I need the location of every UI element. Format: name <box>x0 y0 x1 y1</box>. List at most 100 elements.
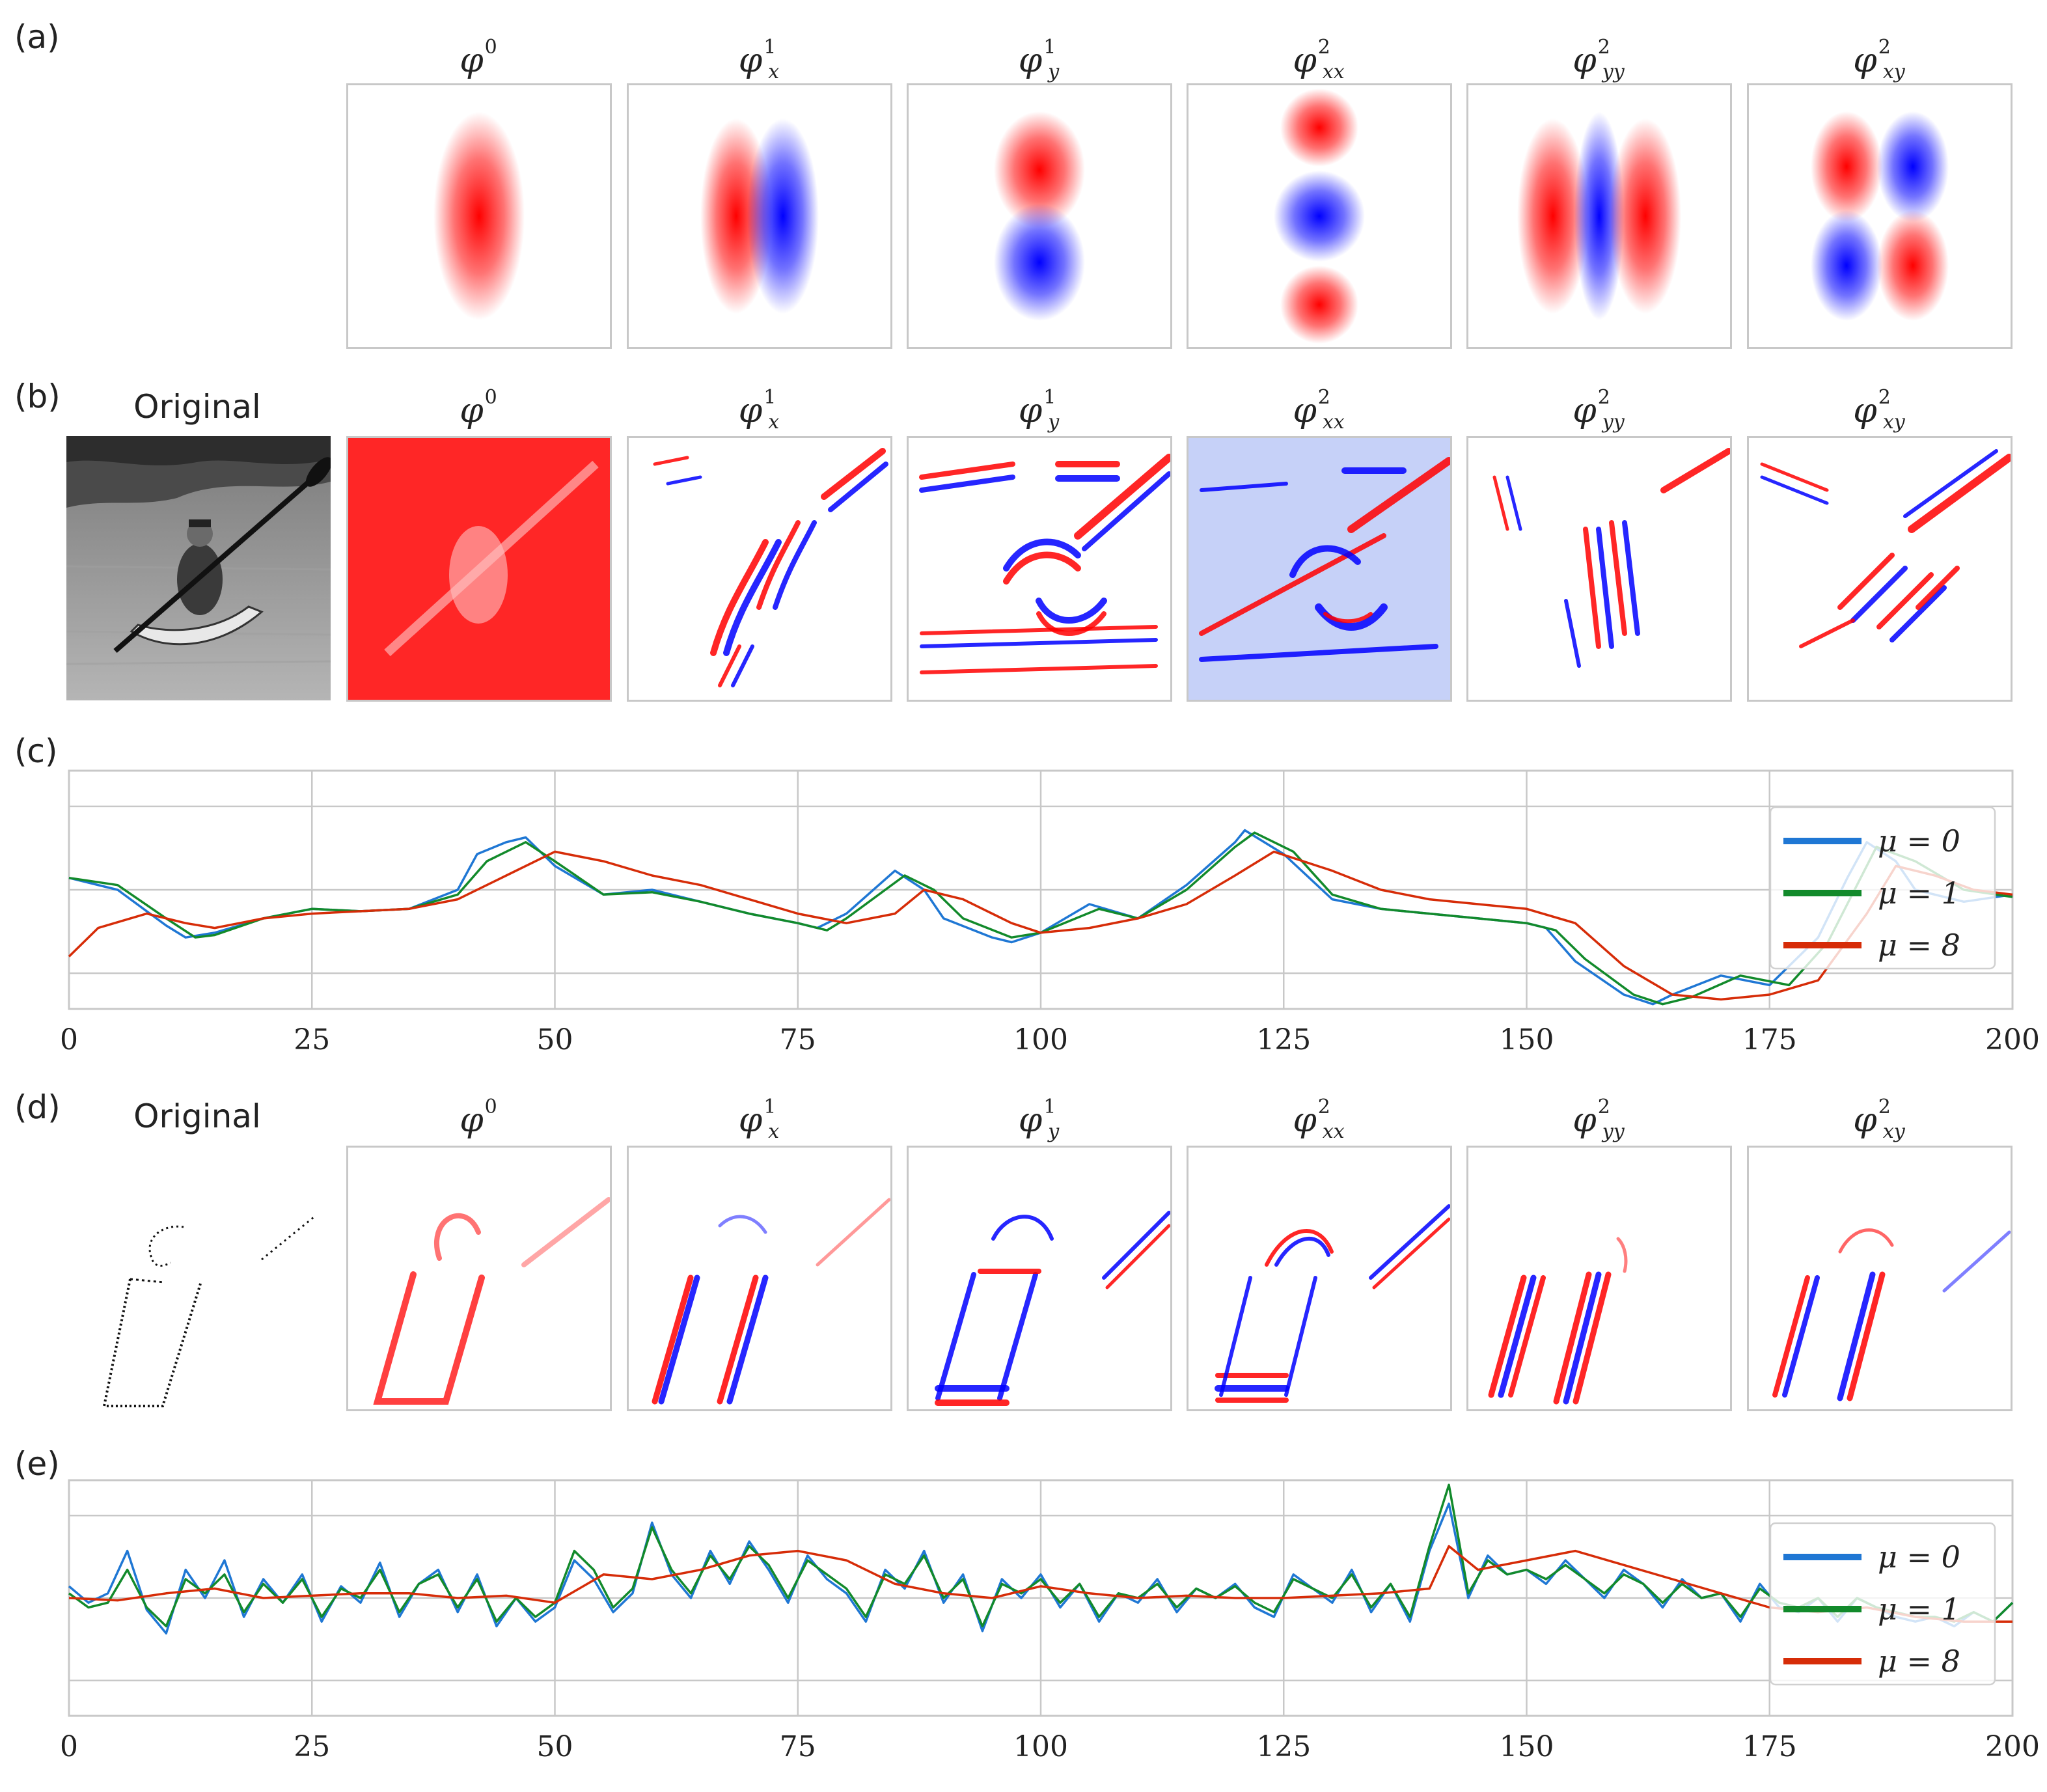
chart-c-legend-box <box>1769 806 1996 970</box>
tile-b-phixy <box>1747 436 2013 702</box>
title-sub: x <box>768 61 780 83</box>
title-base: φ <box>1018 41 1043 80</box>
title-sub: x <box>768 1120 780 1143</box>
title-sub: yy <box>1602 411 1625 434</box>
title-sub: x <box>768 411 780 434</box>
column-title-phixy-d: φ2xy <box>1747 1097 2011 1142</box>
title-sup: 0 <box>484 36 497 59</box>
column-title-phixy-a: φ2xy <box>1747 38 2011 82</box>
tile-b-phixx <box>1187 436 1452 702</box>
tile-a-phixx <box>1187 83 1452 349</box>
column-title-phiyy-a: φ2yy <box>1466 38 1731 82</box>
column-title-phix-a: φ1x <box>627 38 891 82</box>
tile-b-phi0 <box>346 436 612 702</box>
tile-b-phiyy <box>1466 436 1732 702</box>
chart-e-x-tick-label: 200 <box>1985 1730 2040 1763</box>
title-sub: y <box>1048 411 1060 434</box>
title-sup: 2 <box>1317 1096 1330 1118</box>
title-sup: 2 <box>1878 36 1891 59</box>
title-base: φ <box>1573 41 1597 80</box>
title-sub: y <box>1048 61 1060 83</box>
chart-e-x-tick-label: 175 <box>1742 1730 1797 1763</box>
tile-d-phiyy <box>1466 1146 1732 1411</box>
title-sup: 1 <box>763 36 776 59</box>
chart-c-x-tick-label: 150 <box>1500 1023 1554 1056</box>
panel-label-b: (b) <box>14 378 61 415</box>
title-sub: yy <box>1602 61 1625 83</box>
title-base: φ <box>738 391 763 430</box>
tile-a-phiyy <box>1466 83 1732 349</box>
tile-d-phixx <box>1187 1146 1452 1411</box>
title-base: φ <box>1853 41 1877 80</box>
chart-e-x-tick-label: 50 <box>537 1730 573 1763</box>
column-title-phix-d: φ1x <box>627 1097 891 1142</box>
title-base: φ <box>460 1101 484 1140</box>
column-title-phiy-a: φ1y <box>907 38 1171 82</box>
chart-e-x-tick-label: 125 <box>1256 1730 1311 1763</box>
title-sup: 2 <box>1317 386 1330 409</box>
title-sup: 0 <box>484 1096 497 1118</box>
title-base: φ <box>1018 391 1043 430</box>
title-sub: xx <box>1322 1120 1345 1143</box>
column-title-phi0-d: φ0 <box>346 1096 611 1140</box>
chart-e-legend-label-2: μ = 8 <box>1878 1644 1960 1679</box>
title-sup: 2 <box>1597 386 1610 409</box>
chart-c-series-0 <box>68 829 2013 1006</box>
title-sup: 2 <box>1597 1096 1610 1118</box>
chart-c-x-tick-label: 0 <box>60 1023 78 1056</box>
title-sup: 0 <box>484 386 497 409</box>
panel-label-a: (a) <box>14 18 60 56</box>
title-sup: 2 <box>1878 1096 1891 1118</box>
title-sub: xx <box>1322 411 1345 434</box>
chart-c-series-2 <box>68 850 2013 1001</box>
original-image-kayak <box>66 436 333 700</box>
title-sub: xx <box>1322 61 1345 83</box>
column-title-phiy-b: φ1y <box>907 388 1171 432</box>
title-sup: 1 <box>1043 1096 1056 1118</box>
chart-c: 0 25 50 75 100 125 150 175 200 μ = 0 μ = 1 μ = 8 <box>0 762 2047 1090</box>
tile-b-phix <box>627 436 892 702</box>
chart-e-legend-label-0: μ = 0 <box>1878 1539 1960 1575</box>
title-sup: 1 <box>1043 386 1056 409</box>
title-sup: 2 <box>1878 386 1891 409</box>
chart-c-legend-label-1: μ = 1 <box>1878 875 1960 911</box>
chart-e-x-tick-label: 150 <box>1500 1730 1554 1763</box>
tile-d-phixy <box>1747 1146 2013 1411</box>
chart-c-x-tick-label: 175 <box>1742 1023 1797 1056</box>
title-sup: 1 <box>1043 36 1056 59</box>
tile-a-phi0 <box>346 83 612 349</box>
title-base: φ <box>738 41 763 80</box>
chart-c-legend-label-2: μ = 8 <box>1878 928 1960 963</box>
column-title-phix-b: φ1x <box>627 388 891 432</box>
title-sup: 1 <box>763 386 776 409</box>
tile-a-phix <box>627 83 892 349</box>
tile-d-phi0 <box>346 1146 612 1411</box>
column-title-phixx-a: φ2xx <box>1187 38 1451 82</box>
column-title-phiyy-b: φ2yy <box>1466 388 1731 432</box>
title-base: φ <box>1293 391 1317 430</box>
title-sup: 2 <box>1317 36 1330 59</box>
title-sub: y <box>1048 1120 1060 1143</box>
chart-c-x-tick-label: 125 <box>1256 1023 1311 1056</box>
title-sub: xy <box>1882 411 1905 434</box>
title-base: φ <box>1293 1101 1317 1140</box>
chart-e-legend-box <box>1769 1522 1996 1686</box>
tile-d-phix <box>627 1146 892 1411</box>
chart-c-legend-label-0: μ = 0 <box>1878 823 1960 859</box>
title-base: φ <box>460 41 484 80</box>
title-base: φ <box>460 391 484 430</box>
chart-c-x-tick-label: 75 <box>780 1023 816 1056</box>
column-title-phi0-a: φ0 <box>346 36 611 80</box>
panel-label-d: (d) <box>14 1088 61 1126</box>
chart-e-x-tick-label: 100 <box>1013 1730 1068 1763</box>
title-sup: 2 <box>1597 36 1610 59</box>
chart-e-x-tick-label: 75 <box>780 1730 816 1763</box>
panel-label-c: (c) <box>14 732 58 770</box>
chart-c-x-tick-label: 25 <box>294 1023 330 1056</box>
original-image-sparse-events <box>66 1146 331 1465</box>
title-sup: 1 <box>763 1096 776 1118</box>
title-sub: yy <box>1602 1120 1625 1143</box>
chart-e-series-2 <box>68 1545 2013 1623</box>
chart-e-series-1 <box>68 1483 2014 1628</box>
chart-c-x-tick-label: 50 <box>537 1023 573 1056</box>
